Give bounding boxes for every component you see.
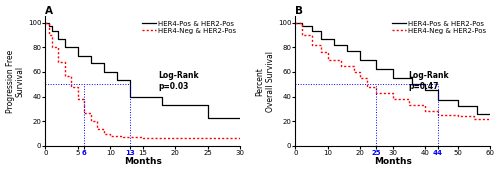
Text: Log-Rank
p=0.03: Log-Rank p=0.03 — [158, 71, 199, 91]
Legend: HER4-Pos & HER2-Pos, HER4-Neg & HER2-Pos: HER4-Pos & HER2-Pos, HER4-Neg & HER2-Pos — [391, 20, 486, 34]
Text: A: A — [46, 6, 54, 15]
X-axis label: Months: Months — [124, 157, 162, 166]
Legend: HER4-Pos & HER2-Pos, HER4-Neg & HER2-Pos: HER4-Pos & HER2-Pos, HER4-Neg & HER2-Pos — [141, 20, 236, 34]
Text: B: B — [296, 6, 304, 15]
X-axis label: Months: Months — [374, 157, 412, 166]
Y-axis label: Percent
Overall Survival: Percent Overall Survival — [256, 51, 275, 112]
Y-axis label: Progression Free
Survival: Progression Free Survival — [6, 50, 25, 113]
Text: Log-Rank
p=0.47: Log-Rank p=0.47 — [408, 71, 449, 91]
